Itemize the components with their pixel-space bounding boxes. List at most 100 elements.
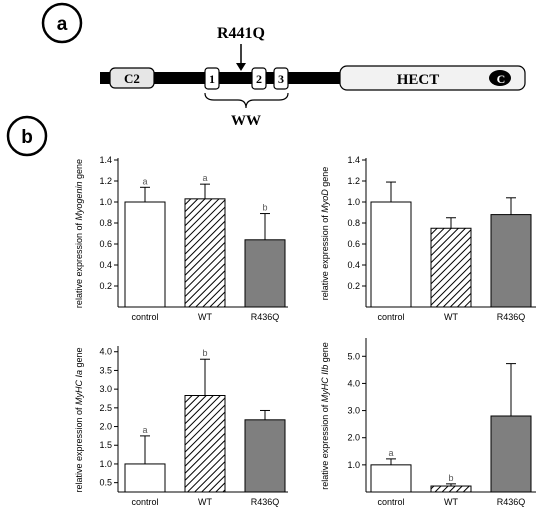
x-tick-label: R436Q xyxy=(497,497,526,507)
panel-b-label: b xyxy=(21,127,33,148)
y-tick-label: 4.0 xyxy=(347,378,360,388)
c2-domain-label: C2 xyxy=(124,71,140,86)
catalytic-cysteine-icon xyxy=(489,70,511,86)
ww-repeat-1 xyxy=(204,67,220,90)
bar-WT xyxy=(184,395,226,493)
ww-label: WW xyxy=(231,113,261,129)
panel-a-badge xyxy=(41,2,83,44)
ww-repeat-2-label: 2 xyxy=(256,72,262,86)
ww-repeat-1-label: 1 xyxy=(209,72,215,86)
x-tick-label: WT xyxy=(444,497,458,507)
y-axis-label: relative expression of MyoD gene xyxy=(320,167,330,301)
y-axis-label-prefix: relative expression of xyxy=(320,213,330,301)
y-axis-label: relative expression of MyHC IIb gene xyxy=(320,342,330,490)
x-tick-label: control xyxy=(377,312,404,322)
y-tick-label: 3.0 xyxy=(347,406,360,416)
y-tick-label: 0.6 xyxy=(347,239,360,249)
hect-domain-label: HECT xyxy=(397,72,440,88)
y-tick-label: 3.0 xyxy=(99,384,112,394)
bar-WT xyxy=(430,227,472,308)
charts: a control a WT b R436Q 0.2 0.4 0.6 0.8 1.0 1.2 1.4 re… xyxy=(74,155,536,507)
y-tick-label: 2.0 xyxy=(347,433,360,443)
y-axis-label-prefix: relative expression of xyxy=(74,405,84,493)
x-tick-label: R436Q xyxy=(251,497,280,507)
ww-repeat-3 xyxy=(273,67,289,90)
bar-WT xyxy=(184,198,226,308)
significance-letter: a xyxy=(388,448,393,458)
ww-repeat-3-label: 3 xyxy=(278,72,284,86)
bar-WT xyxy=(430,485,472,493)
chart-2: control WT R436Q 0.2 0.4 0.6 0.8 1.0 1.2 1.4 relat… xyxy=(320,155,536,322)
c2-domain xyxy=(109,67,155,89)
y-axis-label-gene: MyoD xyxy=(320,189,330,213)
significance-letter: a xyxy=(142,176,147,186)
y-tick-label: 3.5 xyxy=(99,365,112,375)
y-tick-label: 1.2 xyxy=(347,176,360,186)
ww-repeat-2 xyxy=(251,67,267,90)
bar-R436Q xyxy=(244,419,286,493)
y-tick-label: 5.0 xyxy=(347,351,360,361)
bar-R436Q xyxy=(490,214,532,308)
x-tick-label: control xyxy=(131,497,158,507)
x-tick-label: WT xyxy=(198,312,212,322)
bar-control xyxy=(370,464,412,493)
ww-brace xyxy=(204,92,289,109)
chart-1: a control a WT b R436Q 0.2 0.4 0.6 0.8 1.0 1.2 1.4 re… xyxy=(74,155,288,322)
y-tick-label: 1.0 xyxy=(99,459,112,469)
x-tick-label: R436Q xyxy=(497,312,526,322)
y-axis-label-gene: MyHC Ia xyxy=(74,370,84,405)
y-axis-label-suffix: gene xyxy=(74,347,84,370)
y-tick-label: 0.8 xyxy=(99,218,112,228)
x-tick-label: WT xyxy=(444,312,458,322)
catalytic-cysteine-label: C xyxy=(497,72,506,86)
y-tick-label: 2.5 xyxy=(99,403,112,413)
panel-a: a R441Q C2 1 2 3 HECT C WW xyxy=(41,2,526,129)
y-tick-label: 0.4 xyxy=(99,260,112,270)
bar-R436Q xyxy=(490,415,532,493)
y-tick-label: 0.4 xyxy=(347,260,360,270)
y-axis-label-suffix: gene xyxy=(320,167,330,190)
significance-letter: b xyxy=(202,348,207,358)
y-axis-label-prefix: relative expression of xyxy=(74,221,84,309)
bar-control xyxy=(370,201,412,308)
x-tick-label: control xyxy=(131,312,158,322)
significance-letter: b xyxy=(448,473,453,483)
chart-4: a control b WT R436Q 1.0 2.0 3.0 4.0 5.0 relative … xyxy=(320,338,536,507)
mutation-arrow-head xyxy=(236,63,246,71)
y-axis-label-gene: MyHC IIb xyxy=(320,365,330,403)
y-axis-label-suffix: gene xyxy=(320,342,330,365)
y-tick-label: 1.0 xyxy=(347,197,360,207)
significance-letter: a xyxy=(142,425,147,435)
y-tick-label: 0.6 xyxy=(99,239,112,249)
y-tick-label: 1.5 xyxy=(99,440,112,450)
chart-3: a control b WT R436Q 0.5 1.0 1.5 2.0 2.5 3.0 3.5 4.0… xyxy=(74,346,288,507)
y-tick-label: 1.4 xyxy=(99,155,112,165)
mutation-label: R441Q xyxy=(217,25,265,42)
y-tick-label: 1.0 xyxy=(99,197,112,207)
hect-domain xyxy=(339,65,526,91)
y-axis-label-prefix: relative expression of xyxy=(320,402,330,490)
y-tick-label: 1.0 xyxy=(347,460,360,470)
bar-R436Q xyxy=(244,239,286,308)
y-axis-label-gene: Myogenin xyxy=(74,181,84,220)
y-tick-label: 0.2 xyxy=(347,281,360,291)
panel-b-badge xyxy=(6,115,48,157)
y-tick-label: 4.0 xyxy=(99,347,112,357)
x-tick-label: R436Q xyxy=(251,312,280,322)
y-axis-label-suffix: gene xyxy=(74,159,84,182)
panel-a-label: a xyxy=(57,14,68,35)
bar-control xyxy=(124,463,166,493)
y-axis-label: relative expression of Myogenin gene xyxy=(74,159,84,308)
significance-letter: a xyxy=(202,173,207,183)
y-tick-label: 0.5 xyxy=(99,478,112,488)
significance-letter: b xyxy=(262,203,267,213)
y-tick-label: 1.2 xyxy=(99,176,112,186)
x-tick-label: control xyxy=(377,497,404,507)
x-tick-label: WT xyxy=(198,497,212,507)
y-tick-label: 1.4 xyxy=(347,155,360,165)
y-axis-label: relative expression of MyHC Ia gene xyxy=(74,347,84,492)
bar-control xyxy=(124,201,166,308)
y-tick-label: 0.2 xyxy=(99,281,112,291)
y-tick-label: 2.0 xyxy=(99,422,112,432)
